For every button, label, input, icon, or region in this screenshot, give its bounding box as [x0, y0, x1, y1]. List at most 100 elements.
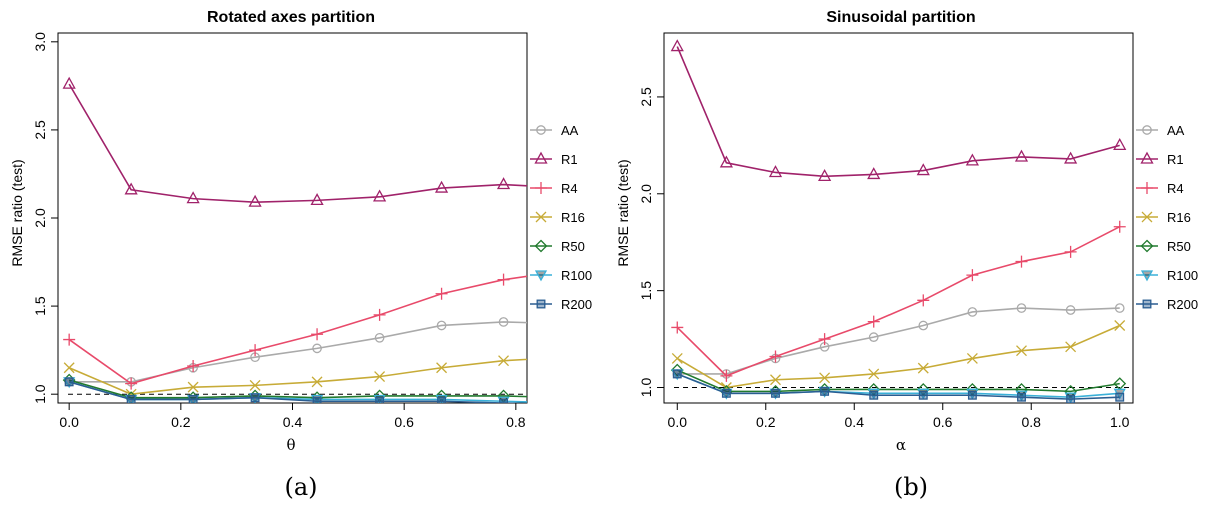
x-tick-label: 0.2 [756, 414, 776, 430]
x-axis-label: θ [286, 436, 295, 454]
x-tick-label: 0.2 [171, 414, 191, 430]
data-point-R4 [1015, 255, 1028, 268]
y-tick-label: 2.0 [638, 184, 654, 204]
x-tick-label: 0.4 [283, 414, 303, 430]
caption-a: (a) [284, 473, 317, 501]
legend-marker [1141, 211, 1153, 223]
data-point-R200 [672, 369, 682, 379]
legend-label: R4 [561, 181, 578, 196]
data-point-R200 [126, 395, 136, 403]
data-point-R16 [671, 352, 683, 364]
data-point-R16 [1114, 320, 1126, 331]
caption-b: (b) [894, 473, 928, 501]
legend-marker [534, 151, 548, 164]
data-point-R50 [670, 363, 684, 377]
legend: AA R1 R4 R16 R50 R100 R200 [1136, 123, 1198, 312]
series-line-R200 [676, 373, 1120, 400]
data-point-R1 [1113, 138, 1127, 151]
data-point-R200 [312, 396, 322, 403]
legend-marker [535, 182, 547, 194]
data-point-R16 [770, 374, 781, 386]
data-point-R200 [437, 396, 447, 403]
x-tick-label: 0.4 [845, 414, 865, 430]
data-point-R16 [187, 381, 199, 393]
y-tick-label: 2.5 [32, 120, 48, 140]
legend-marker [534, 270, 548, 282]
legend-marker [1140, 151, 1154, 164]
legend-marker [1140, 270, 1154, 282]
data-point-R200 [771, 388, 780, 398]
legend-label: AA [1167, 123, 1185, 138]
data-point-R16 [1016, 345, 1027, 357]
legend-marker [535, 211, 547, 223]
data-point-R4 [373, 308, 386, 321]
data-point-R4 [63, 333, 76, 346]
data-point-R1 [916, 163, 930, 176]
y-tick-label: 1.0 [32, 384, 48, 404]
data-point-R4 [867, 315, 880, 328]
y-axis-label: RMSE ratio (test) [615, 159, 631, 266]
legend-label: R200 [561, 297, 592, 312]
data-point-R16 [561, 352, 571, 362]
legend-label: AA [561, 123, 579, 138]
data-point-R1 [1064, 151, 1078, 164]
legend-marker [1142, 125, 1152, 135]
data-point-R4 [769, 350, 782, 363]
data-point-R16 [917, 362, 929, 374]
data-point-R1 [965, 153, 979, 166]
legend-label: R50 [561, 239, 585, 254]
data-point-R4 [125, 377, 138, 390]
legend-marker [534, 239, 548, 253]
data-point-AA [918, 320, 929, 331]
data-point-R1 [124, 182, 138, 195]
data-point-R4 [1113, 220, 1126, 233]
series-line-R1 [676, 46, 1120, 178]
data-point-R1 [373, 189, 387, 202]
legend-label: R100 [1167, 268, 1198, 283]
chart-title: Rotated axes partition [207, 9, 375, 26]
panel-sinusoidal: Sinusoidal partition RMSE ratio (test) α… [615, 9, 1198, 501]
data-point-AA [312, 343, 322, 354]
panel-rotated-axes: Rotated axes partition RMSE ratio (test)… [9, 9, 592, 501]
data-point-R16 [498, 355, 510, 367]
data-point-R1 [496, 177, 511, 190]
data-point-R1 [186, 191, 200, 204]
data-point-R100 [561, 399, 571, 408]
series-line-R1 [68, 83, 527, 203]
data-point-R4 [497, 273, 510, 286]
data-point-R16 [1065, 341, 1077, 353]
x-tick-label: 0.0 [668, 414, 688, 430]
y-tick-label: 1.5 [32, 296, 48, 316]
data-point-R4 [917, 294, 930, 307]
series-line-R16 [68, 358, 527, 396]
data-point-R16 [249, 379, 261, 391]
data-point-R200 [967, 390, 977, 400]
data-point-AA [1016, 303, 1027, 313]
legend-marker [1140, 239, 1154, 253]
y-tick-label: 1.5 [638, 281, 654, 301]
y-tick-label: 3.0 [32, 32, 48, 52]
data-point-R4 [249, 344, 262, 357]
data-point-R4 [966, 269, 979, 282]
x-tick-label: 0.6 [933, 414, 953, 430]
series-line-R4 [68, 275, 527, 385]
legend-label: R100 [561, 268, 592, 283]
data-point-R4 [311, 328, 324, 341]
plot-frame [663, 32, 1134, 404]
data-point-R16 [374, 371, 386, 383]
x-axis-label: α [896, 436, 906, 454]
series-line-R200 [68, 381, 527, 403]
data-point-R200 [499, 398, 508, 403]
data-point-R1 [62, 76, 76, 89]
x-tick-label: 0.6 [394, 414, 414, 430]
legend-label: R1 [1167, 152, 1184, 167]
y-tick-label: 2.5 [638, 87, 654, 107]
data-point-R4 [720, 369, 733, 382]
series-line-R50 [676, 369, 1120, 393]
data-point-R200 [820, 386, 830, 396]
data-point-AA [1114, 303, 1125, 313]
series-line-AA [677, 307, 1120, 375]
legend-marker [536, 125, 546, 135]
data-point-R1 [867, 167, 881, 180]
